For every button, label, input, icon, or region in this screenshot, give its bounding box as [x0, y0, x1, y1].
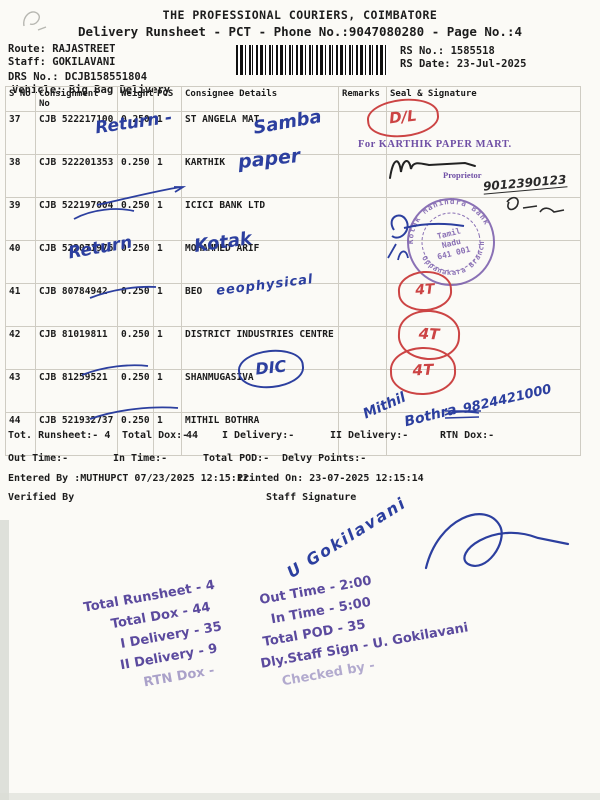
delvy-points-label: Delvy Points:-	[282, 453, 367, 464]
document-title: THE PROFESSIONAL COURIERS, COIMBATORE	[162, 8, 438, 22]
weight-cell: 0.250	[117, 154, 154, 198]
seal-cell	[386, 240, 581, 284]
weight-cell: 0.250	[117, 412, 154, 456]
remarks-cell	[338, 154, 387, 198]
total-pod-label: Total POD:-	[203, 453, 270, 464]
consignment-cell: CJB 81019811	[35, 326, 118, 370]
col-remarks: Remarks	[338, 86, 387, 112]
hand-summary-left: Total Runsheet - 4 Total Dox - 44 I Deli…	[82, 575, 231, 701]
weight-cell: 0.250	[117, 283, 154, 327]
total-dox-label: Total Dox:-	[122, 430, 189, 441]
seal-cell	[386, 154, 581, 198]
table-row: 43 CJB 81259521 0.250 1 SHANMUGASIVA	[5, 369, 581, 413]
table-row: 39 CJB 522197004 0.250 1 ICICI BANK LTD	[5, 197, 581, 241]
consignment-cell: CJB 522217100	[35, 111, 118, 155]
sno-cell: 40	[5, 240, 36, 284]
col-weight: Weight	[117, 86, 154, 112]
out-time-label: Out Time:-	[8, 453, 69, 464]
consignment-cell: CJB 521932737	[35, 412, 118, 456]
proprietor-signature-scribble	[389, 160, 476, 179]
printed-on-line: Printed On: 23-07-2025 12:15:14	[237, 473, 424, 484]
runsheet-barcode	[236, 45, 388, 75]
rs-number: RS No.: 1585518	[400, 45, 495, 57]
drs-number: DRS No.: DCJB158551804	[8, 71, 148, 83]
pcs-cell: 1	[153, 240, 182, 284]
sno-cell: 42	[5, 326, 36, 370]
karthik-paper-mart-stamp: For KARTHIK PAPER MART.	[358, 139, 512, 150]
signature-flourish	[424, 513, 570, 570]
verified-by-label: Verified By	[8, 492, 75, 503]
remarks-cell	[338, 326, 387, 370]
remarks-cell	[338, 369, 387, 413]
pcs-cell: 1	[153, 283, 182, 327]
ii-delivery-label: II Delivery:-	[330, 430, 409, 441]
sno-cell: 38	[5, 154, 36, 198]
pen-swoosh	[89, 406, 179, 420]
table-row: 37 CJB 522217100 0.250 1 ST ANGELA MAT	[5, 111, 581, 155]
staff-signature-label: Staff Signature	[266, 492, 357, 503]
consignee-cell: MOHAMMED ARIF	[181, 240, 339, 284]
pcs-cell: 1	[153, 111, 182, 155]
table-header-row: S No Consignment No Weight PCS Consignee…	[5, 86, 581, 112]
rs-date: RS Date: 23-Jul-2025	[400, 58, 527, 70]
consignment-table: S No Consignment No Weight PCS Consignee…	[5, 86, 581, 456]
col-consignment: Consignment No	[35, 86, 118, 112]
pcs-cell: 1	[153, 326, 182, 370]
consignee-cell: ICICI BANK LTD	[181, 197, 339, 241]
col-consignee: Consignee Details	[181, 86, 339, 112]
remarks-cell	[338, 412, 387, 456]
sno-cell: 41	[5, 283, 36, 327]
in-time-label: In Time:-	[113, 453, 168, 464]
consignee-cell: KARTHIK	[181, 154, 339, 198]
table-row: 38 CJB 522201353 0.250 1 KARTHIK	[5, 154, 581, 198]
weight-cell: 0.250	[117, 369, 154, 413]
scan-edge	[0, 520, 9, 800]
tamil-signature-scribble	[506, 196, 565, 213]
staff-label: Staff: GOKILAVANI	[8, 56, 116, 68]
pen-swoosh	[96, 186, 187, 206]
seal-cell	[386, 111, 581, 155]
table-row: 44 CJB 521932737 0.250 1 MITHIL BOTHRA	[5, 412, 581, 456]
i-delivery-label: I Delivery:-	[222, 430, 295, 441]
struck-out-word	[444, 410, 481, 419]
consignee-cell: DISTRICT INDUSTRIES CENTRE	[181, 326, 339, 370]
remarks-cell	[338, 283, 387, 327]
seal-cell	[386, 412, 581, 456]
seal-cell	[386, 283, 581, 327]
col-sno: S No	[5, 86, 36, 112]
pen-swoosh	[73, 208, 135, 220]
pen-swoosh	[89, 285, 157, 299]
proprietor-stamp-label: Proprietor	[443, 170, 482, 180]
document-subtitle: Delivery Runsheet - PCT - Phone No.:9047…	[77, 24, 522, 39]
sno-cell: 43	[5, 369, 36, 413]
table-row: 41 CJB 80784942 0.250 1 BEO	[5, 283, 581, 327]
sno-cell: 39	[5, 197, 36, 241]
total-runsheet-label: Tot. Runsheet:- 4	[8, 430, 111, 441]
col-pcs: PCS	[153, 86, 182, 112]
entered-by-line: Entered By :MUTHUPCT 07/23/2025 12:15:12	[8, 473, 249, 484]
rtn-dox-label: RTN Dox:-	[440, 430, 495, 441]
table-row: 40 CJB 522071976 0.250 1 MOHAMMED ARIF	[5, 240, 581, 284]
total-dox-value: 44	[186, 430, 199, 441]
sno-cell: 37	[5, 111, 36, 155]
pcs-cell: 1	[153, 412, 182, 456]
consignment-cell: CJB 522201353	[35, 154, 118, 198]
weight-cell: 0.250	[117, 326, 154, 370]
pencil-scribble	[23, 11, 47, 31]
col-seal: Seal & Signature	[386, 86, 581, 112]
route-label: Route: RAJASTREET	[8, 43, 116, 55]
table-row: 42 CJB 81019811 0.250 1 DISTRICT INDUSTR…	[5, 326, 581, 370]
hand-summary-right: Out Time - 2:00 In Time - 5:00 Total POD…	[248, 555, 474, 695]
signature-over-stamp	[387, 214, 465, 261]
pen-swoosh	[81, 364, 149, 376]
scan-edge	[0, 793, 600, 800]
